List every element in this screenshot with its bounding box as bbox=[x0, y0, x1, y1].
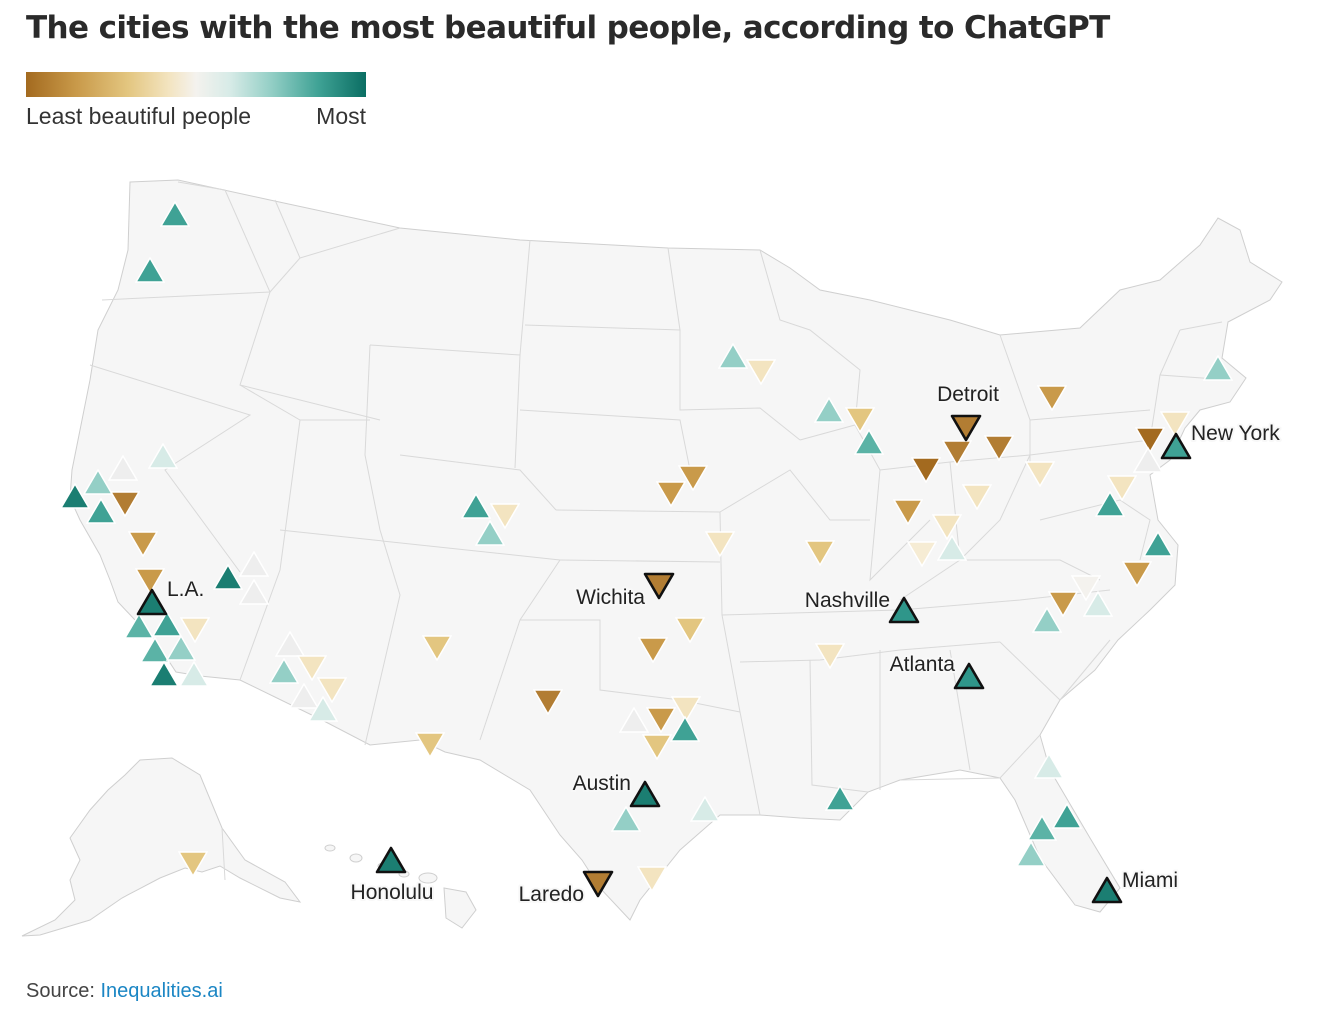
legend-gradient-bar bbox=[26, 72, 366, 97]
city-label-detroit: Detroit bbox=[937, 383, 999, 406]
alaska-shape bbox=[21, 757, 302, 937]
city-label-la: L.A. bbox=[167, 578, 204, 601]
chart-title: The cities with the most beautiful peopl… bbox=[26, 10, 1110, 46]
city-label-nashville: Nashville bbox=[805, 589, 890, 612]
contiguous-us-shape bbox=[69, 179, 1283, 921]
color-legend: Least beautiful people Most bbox=[26, 72, 366, 130]
city-label-honolulu: Honolulu bbox=[351, 881, 434, 904]
honolulu-marker bbox=[375, 846, 407, 874]
city-label-atlanta: Atlanta bbox=[890, 653, 956, 676]
source-note: Source: Inequalities.ai bbox=[26, 980, 223, 1003]
legend-high-label: Most bbox=[316, 103, 366, 129]
city-label-new-york: New York bbox=[1191, 422, 1280, 445]
source-prefix: Source: bbox=[26, 980, 101, 1002]
city-label-laredo: Laredo bbox=[519, 883, 584, 906]
city-label-austin: Austin bbox=[573, 772, 631, 795]
city-label-miami: Miami bbox=[1122, 869, 1178, 892]
source-link[interactable]: Inequalities.ai bbox=[100, 980, 223, 1002]
legend-low-label: Least beautiful people bbox=[26, 103, 252, 129]
city-labels: L.A. Detroit New York Wichita Nashville … bbox=[165, 381, 1282, 908]
us-map: L.A. Detroit New York Wichita Nashville … bbox=[21, 179, 1283, 937]
city-label-wichita: Wichita bbox=[576, 586, 645, 609]
